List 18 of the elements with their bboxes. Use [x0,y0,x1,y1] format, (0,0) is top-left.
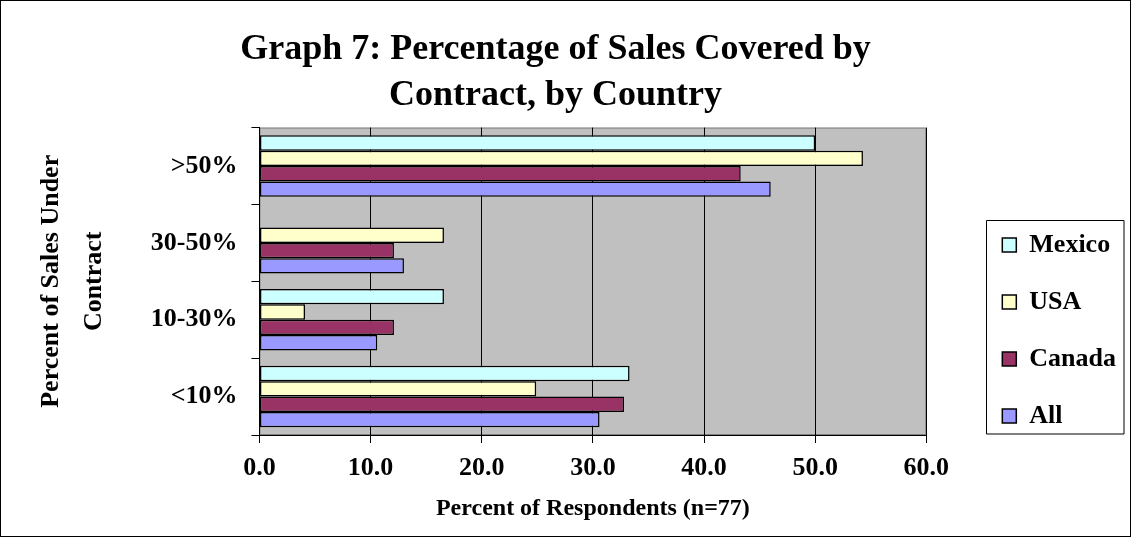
y-tick-label: >50% [170,149,238,179]
legend-label: Canada [1029,342,1117,372]
x-tick-label: 60.0 [903,452,950,482]
x-tick-label: 0.0 [243,452,276,482]
x-tick-label: 20.0 [458,452,505,482]
x-axis-title: Percent of Respondents (n=77) [435,493,750,520]
legend-label: Mexico [1029,228,1111,258]
legend-label: All [1029,399,1063,429]
x-tick-label: 40.0 [681,452,727,482]
y-tick-label: <10% [170,380,238,410]
x-tick-label: 10.0 [347,452,394,482]
legend-label: USA [1029,285,1082,315]
y-axis-title: Percent of Sales Under Contract [35,154,108,408]
chart-title: Graph 7: Percentage of Sales Covered by Contract, by Country [240,26,871,114]
y-tick-label: 10-30% [150,303,238,333]
x-tick-label: 30.0 [570,452,616,482]
y-tick-label: 30-50% [150,226,238,256]
x-tick-label: 50.0 [792,452,838,482]
